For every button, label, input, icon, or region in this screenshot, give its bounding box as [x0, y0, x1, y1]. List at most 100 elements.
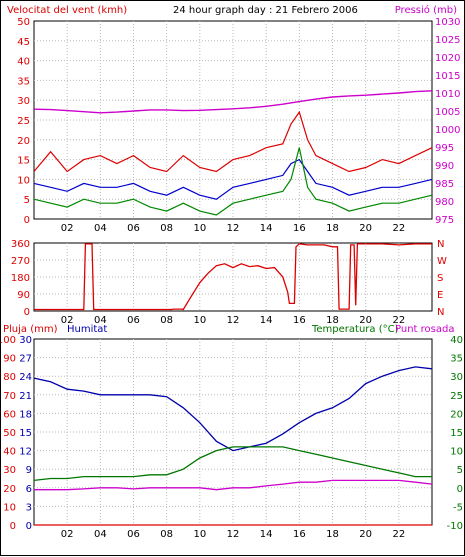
panel-3-x-tick-08: 08: [160, 529, 173, 540]
chart-title: 24 hour graph day : 21 Febrero 2006: [173, 5, 358, 16]
temperature-y-tick-10: 40: [450, 335, 463, 346]
humidity-y-tick-2: 20: [3, 484, 16, 495]
temperature-y-tick-3: 5: [457, 465, 463, 476]
panel-3-x-tick-12: 12: [227, 529, 240, 540]
wind-y-tick-0: 0: [24, 215, 30, 226]
pressure-y-tick-4: 995: [435, 143, 454, 154]
panel-1-x-tick-04: 04: [94, 223, 107, 234]
panel-3-x-tick-22: 22: [392, 529, 405, 540]
wind-y-tick-10: 50: [17, 17, 30, 28]
wind-y-tick-5: 25: [17, 116, 30, 127]
temperature-y-tick-0: -10: [447, 521, 463, 532]
rain-y-tick-9: 27: [19, 354, 32, 365]
humidity-y-tick-3: 30: [3, 465, 16, 476]
panel-1-x-tick-08: 08: [160, 223, 173, 234]
rain-y-tick-5: 15: [19, 428, 32, 439]
wind-y-tick-7: 35: [17, 76, 30, 87]
humidity-y-tick-0: 0: [10, 521, 16, 532]
humidity-y-tick-1: 10: [3, 502, 16, 513]
pressure-axis-label: Pressió (mb): [395, 4, 457, 16]
rain-y-tick-2: 6: [26, 484, 32, 495]
wind-series-3: [33, 147, 433, 216]
dewpoint-axis-label: Punt rosada: [395, 324, 454, 335]
chart-marks: 0510152025303540455097598098599099510001…: [1, 17, 463, 540]
panel-1-x-tick-22: 22: [392, 223, 405, 234]
rain-y-tick-1: 3: [26, 502, 32, 513]
panel-1-x-tick-06: 06: [127, 223, 140, 234]
wind-y-tick-8: 40: [17, 57, 30, 68]
panel-1-x-tick-20: 20: [359, 223, 372, 234]
pressure-y-tick-0: 975: [435, 215, 454, 226]
panel-2-x-tick-02: 02: [61, 315, 74, 326]
direction-y-tick-1: 90: [17, 290, 30, 301]
panel-3-x-tick-02: 02: [61, 529, 74, 540]
direction-compass-tick-2: S: [437, 273, 443, 284]
rain-y-tick-10: 30: [19, 335, 32, 346]
panel-2-x-tick-18: 18: [326, 315, 339, 326]
direction-y-tick-3: 270: [11, 256, 30, 267]
panel-3-series-0: [33, 366, 433, 452]
panel-3-x-tick-10: 10: [193, 529, 206, 540]
rain-y-tick-6: 18: [19, 409, 32, 420]
direction-y-tick-0: 0: [24, 307, 30, 318]
temperature-y-tick-9: 35: [450, 354, 463, 365]
panel-3-series-2: [34, 479, 433, 491]
pressure-y-tick-3: 990: [435, 161, 454, 172]
rain-y-tick-8: 24: [19, 372, 32, 383]
humidity-y-tick-4: 40: [3, 447, 16, 458]
rain-axis-label: Pluja (mm): [3, 324, 58, 335]
panel-2-x-tick-20: 20: [359, 315, 372, 326]
panel-3-x-tick-14: 14: [260, 529, 273, 540]
rain-y-tick-7: 21: [19, 391, 32, 402]
panel-1-x-tick-12: 12: [227, 223, 240, 234]
temperature-y-tick-4: 10: [450, 447, 463, 458]
humidity-y-tick-10: 100: [1, 335, 16, 346]
pressure-series: [33, 90, 433, 114]
temperature-y-tick-1: -5: [453, 502, 463, 513]
wind-series-2: [33, 158, 433, 200]
pressure-y-tick-2: 985: [435, 179, 454, 190]
temperature-y-tick-5: 15: [450, 428, 463, 439]
temperature-y-tick-6: 20: [450, 409, 463, 420]
panel-2-x-tick-14: 14: [260, 315, 273, 326]
temperature-y-tick-2: 0: [457, 484, 463, 495]
panel-1-x-tick-14: 14: [260, 223, 273, 234]
pressure-y-tick-11: 1030: [435, 17, 460, 28]
panel-2-x-tick-08: 08: [160, 315, 173, 326]
panel-3-x-tick-06: 06: [127, 529, 140, 540]
panel-2-x-tick-12: 12: [227, 315, 240, 326]
wind-y-tick-9: 45: [17, 37, 30, 48]
panel-1-x-tick-18: 18: [326, 223, 339, 234]
panel-2-x-tick-04: 04: [94, 315, 107, 326]
humidity-y-tick-6: 60: [3, 409, 16, 420]
panel-3-x-tick-20: 20: [359, 529, 372, 540]
pressure-y-tick-7: 1010: [435, 89, 460, 100]
wind-y-tick-6: 30: [17, 96, 30, 107]
panel-3-series-1: [33, 446, 432, 482]
wind-y-tick-2: 10: [17, 175, 30, 186]
panel-2-x-tick-10: 10: [193, 315, 206, 326]
pressure-y-tick-10: 1025: [435, 35, 460, 46]
panel-3-x-tick-04: 04: [94, 529, 107, 540]
wind-direction-series: [34, 243, 432, 311]
panel-3-x-tick-18: 18: [326, 529, 339, 540]
panel-1-x-tick-02: 02: [61, 223, 74, 234]
pressure-y-tick-6: 1005: [435, 107, 460, 118]
panel-2-x-tick-22: 22: [392, 315, 405, 326]
panel-3-x-tick-16: 16: [293, 529, 306, 540]
temperature-y-tick-7: 25: [450, 391, 463, 402]
wind-y-tick-4: 20: [17, 136, 30, 147]
humidity-y-tick-7: 70: [3, 391, 16, 402]
wind-y-tick-1: 5: [24, 195, 30, 206]
pressure-y-tick-1: 980: [435, 197, 454, 208]
temperature-axis-label: Temperatura (°C): [311, 324, 399, 335]
direction-compass-tick-0: N: [437, 307, 444, 318]
rain-y-tick-0: 0: [26, 521, 32, 532]
pressure-y-tick-5: 1000: [435, 125, 460, 136]
rain-y-tick-3: 9: [26, 465, 32, 476]
wind-speed-axis-label: Velocitat del vent (kmh): [7, 5, 127, 16]
humidity-y-tick-5: 50: [3, 428, 16, 439]
panel-2-x-tick-16: 16: [293, 315, 306, 326]
